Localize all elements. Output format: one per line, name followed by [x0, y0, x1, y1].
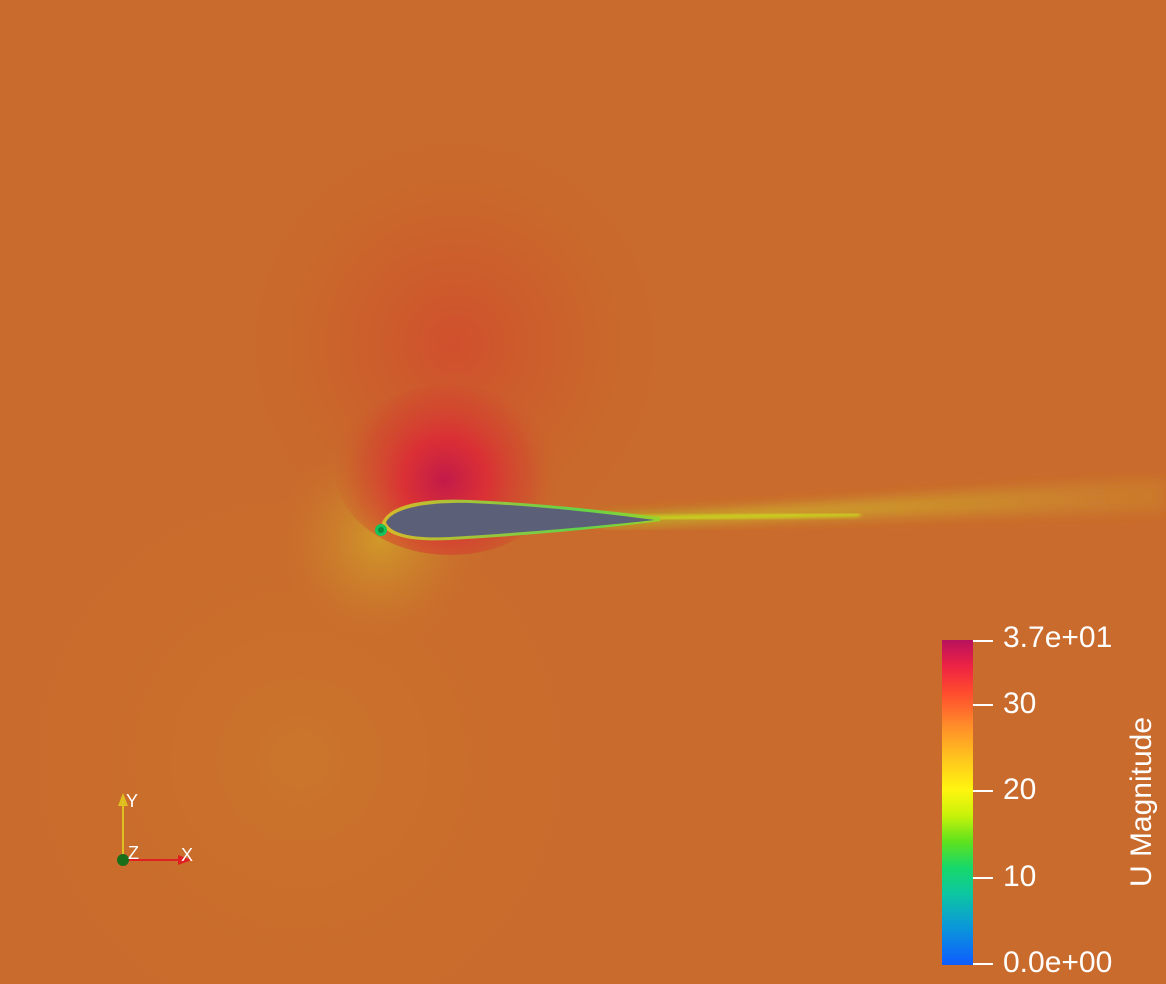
colorbar-tick-min [973, 963, 993, 965]
colorbar-tick-10 [973, 877, 993, 879]
colorbar-label-30: 30 [1003, 687, 1037, 720]
boundary-layer-edge [381, 499, 661, 541]
orientation-axes[interactable] [100, 780, 210, 880]
colorbar-label-20: 20 [1003, 773, 1037, 806]
airfoil-surface [386, 502, 655, 538]
colorbar-title: U Magnitude [1125, 716, 1158, 888]
z-axis-label: Z [128, 843, 139, 863]
y-axis-arrow [118, 793, 128, 806]
x-axis-arrow [178, 855, 192, 865]
z-axis-dot [117, 854, 129, 866]
wake-band [600, 478, 1166, 525]
colorbar-label-min: 0.0e+00 [1003, 946, 1113, 979]
y-axis-label: Y [126, 791, 139, 811]
colorbar-label-max: 3.7e+01 [1003, 621, 1113, 654]
colorbar-tick-20 [973, 790, 993, 792]
colorbar-gradient[interactable] [942, 640, 973, 965]
colorbar-label-10: 10 [1003, 860, 1037, 893]
x-axis-label: X [181, 845, 194, 865]
lower-field-region [0, 500, 620, 984]
colorbar-tick-max [973, 640, 993, 642]
colorbar-tick-30 [973, 704, 993, 706]
